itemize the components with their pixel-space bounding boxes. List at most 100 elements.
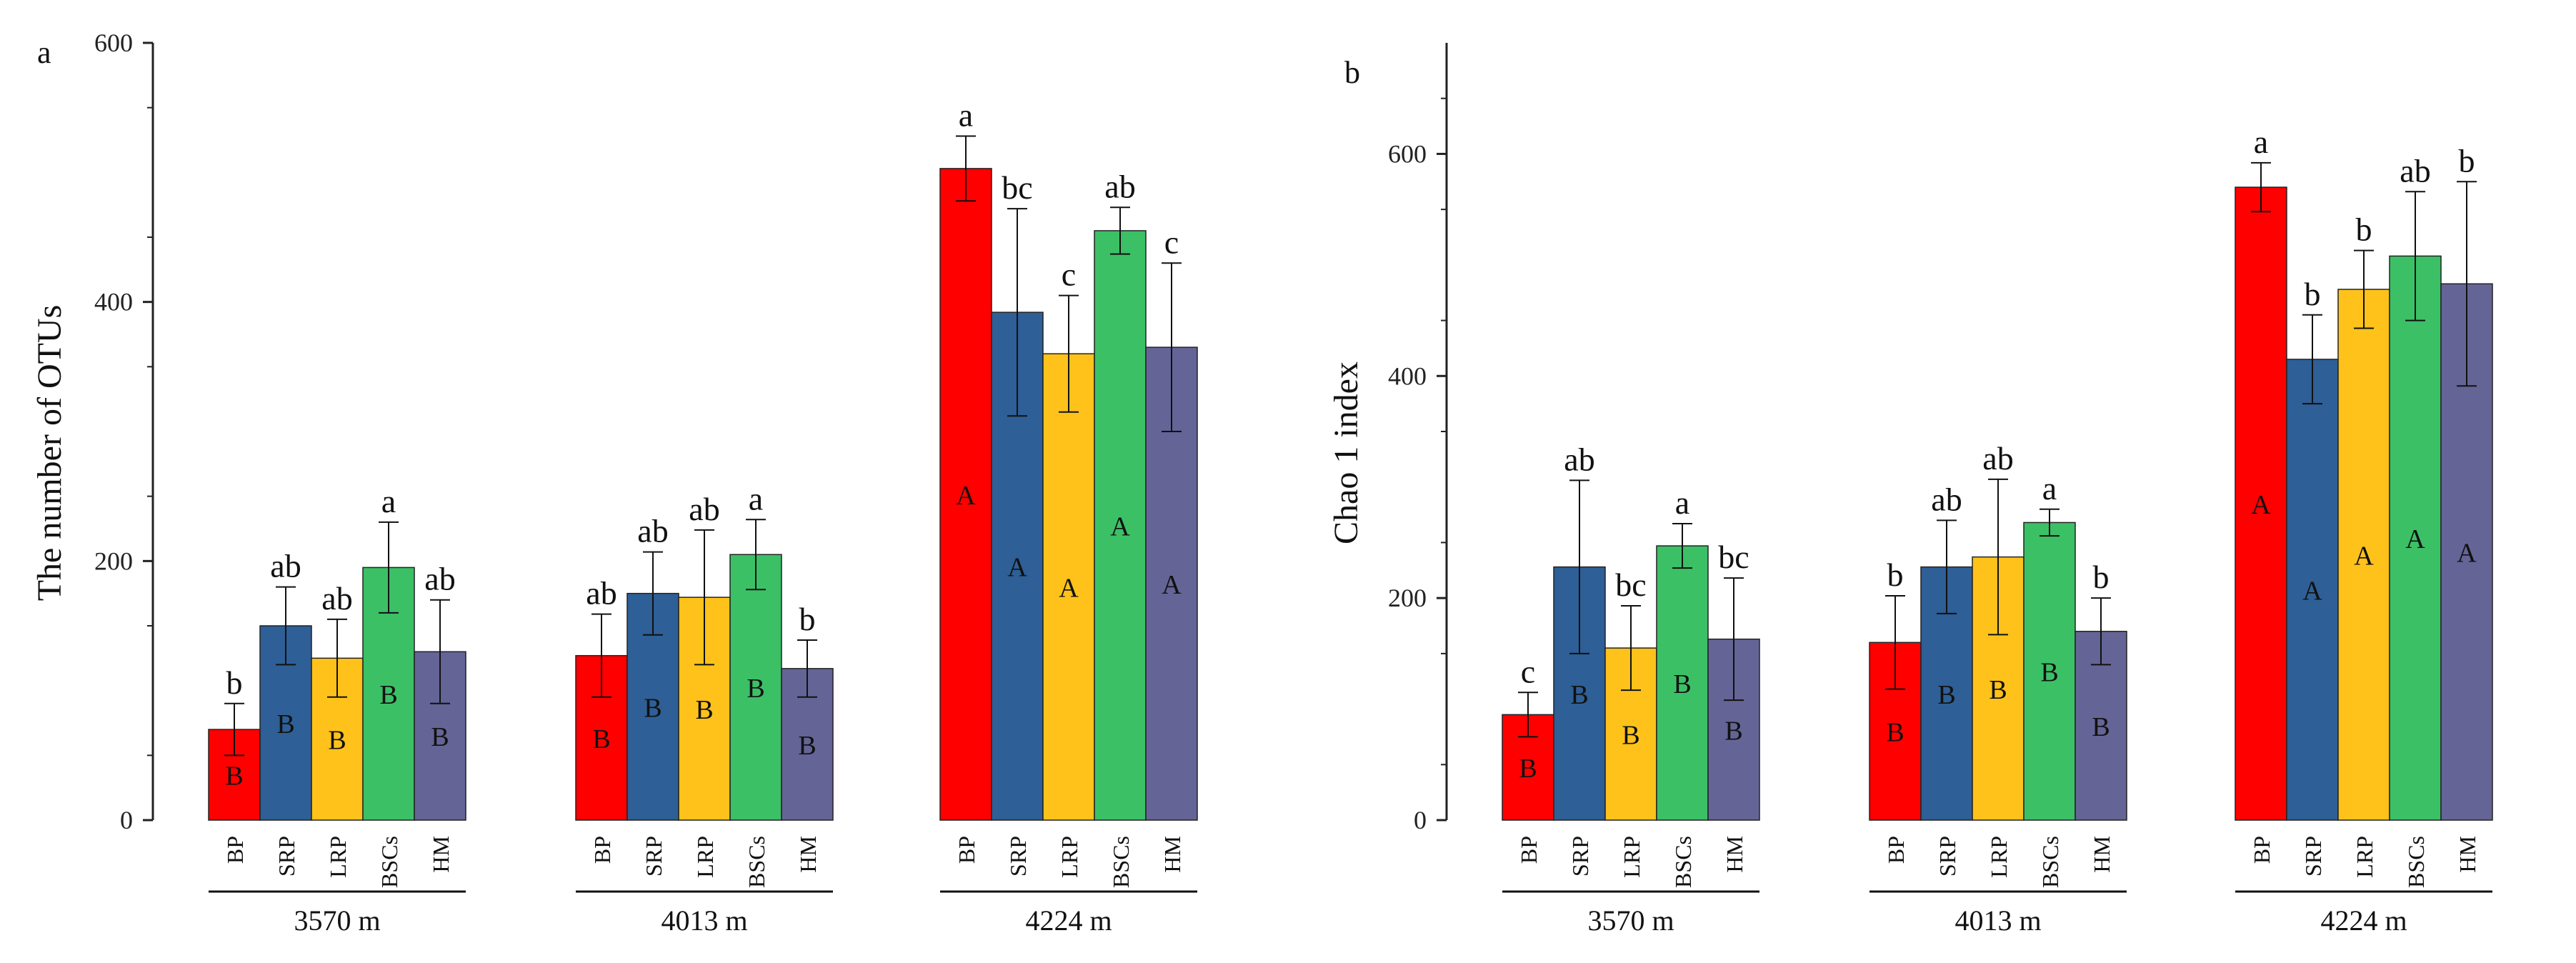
- significance-letter: a: [1675, 484, 1689, 521]
- bar-inner-letter: A: [2302, 576, 2322, 606]
- bar-inner-letter: A: [2251, 490, 2271, 520]
- significance-letter: b: [1887, 557, 1904, 593]
- y-tick-label: 600: [1388, 139, 1427, 168]
- x-category-label: HM: [428, 836, 454, 873]
- bar-inner-letter: B: [747, 674, 764, 704]
- x-category-label: BP: [222, 836, 248, 864]
- x-category-label: SRP: [1567, 836, 1593, 877]
- x-category-label: BP: [954, 836, 979, 864]
- bar-inner-letter: B: [1886, 718, 1904, 748]
- bar-srp: [2286, 359, 2339, 821]
- bar-inner-letter: B: [1519, 754, 1537, 784]
- significance-letter: bc: [1002, 169, 1032, 206]
- significance-letter: c: [1521, 653, 1535, 689]
- bar-inner-letter: B: [695, 695, 713, 725]
- panel-label: a: [37, 35, 51, 70]
- significance-letter: ab: [586, 575, 616, 612]
- significance-letter: ab: [270, 548, 301, 584]
- x-category-label: HM: [1159, 836, 1185, 873]
- significance-letter: b: [2459, 142, 2475, 179]
- y-tick-label: 200: [1388, 584, 1427, 612]
- bar-lrp: [2337, 289, 2390, 821]
- bar-bscs: [2389, 255, 2442, 821]
- significance-letter: b: [2093, 559, 2110, 595]
- x-category-label: SRP: [641, 836, 667, 877]
- x-category-label: LRP: [325, 836, 351, 878]
- significance-letter: b: [226, 664, 243, 701]
- significance-letter: bc: [1718, 539, 1749, 575]
- significance-letter: b: [2356, 211, 2372, 248]
- significance-letter: c: [1164, 224, 1179, 260]
- bar-inner-letter: A: [2457, 539, 2477, 569]
- x-category-label: HM: [1722, 836, 1747, 873]
- significance-letter: ab: [637, 513, 668, 549]
- bar-inner-letter: B: [276, 709, 294, 739]
- x-category-label: BSCs: [1108, 836, 1134, 888]
- significance-letter: a: [749, 480, 763, 517]
- bar-bp: [939, 168, 992, 821]
- significance-letter: ab: [1564, 441, 1594, 477]
- significance-letter: b: [2305, 276, 2321, 312]
- x-category-label: LRP: [2352, 836, 2377, 878]
- significance-letter: bc: [1615, 567, 1646, 603]
- bar-inner-letter: A: [2405, 524, 2425, 554]
- bar-inner-letter: B: [1989, 675, 2007, 705]
- x-category-label: BSCs: [376, 836, 402, 888]
- bar-inner-letter: B: [1724, 716, 1742, 746]
- bar-inner-letter: B: [225, 762, 243, 792]
- bar-inner-letter: A: [1110, 512, 1130, 542]
- x-category-label: SRP: [2300, 836, 2326, 877]
- y-tick-label: 0: [1414, 806, 1427, 834]
- x-category-label: BSCs: [2037, 836, 2063, 888]
- significance-letter: ab: [689, 491, 719, 527]
- bar-inner-letter: B: [1622, 721, 1639, 751]
- x-category-label: LRP: [1619, 836, 1644, 878]
- significance-letter: ab: [424, 561, 455, 597]
- x-category-label: HM: [2455, 836, 2480, 873]
- bar-inner-letter: B: [798, 731, 816, 761]
- bar-inner-letter: B: [431, 722, 449, 752]
- bar-inner-letter: B: [1570, 680, 1588, 710]
- y-axis-title: Chao 1 index: [1327, 361, 1365, 544]
- bar-inner-letter: A: [1007, 553, 1027, 583]
- bar-inner-letter: A: [1059, 574, 1079, 604]
- group-label: 3570 m: [294, 904, 380, 937]
- bar-inner-letter: B: [644, 693, 662, 723]
- x-category-label: BSCs: [744, 836, 769, 888]
- bar-inner-letter: A: [956, 481, 976, 511]
- x-category-label: SRP: [1005, 836, 1031, 877]
- x-category-label: BP: [589, 836, 615, 864]
- x-category-label: LRP: [692, 836, 718, 878]
- x-category-label: LRP: [1057, 836, 1082, 878]
- group-label: 4224 m: [1025, 904, 1112, 937]
- y-tick-label: 600: [94, 29, 133, 57]
- significance-letter: b: [799, 601, 816, 637]
- group-label: 4224 m: [2320, 904, 2407, 937]
- x-category-label: BSCs: [1670, 836, 1696, 888]
- significance-letter: c: [1062, 256, 1076, 293]
- bar-inner-letter: B: [2092, 712, 2110, 742]
- group-label: 4013 m: [1955, 904, 2041, 937]
- x-category-label: BP: [2249, 836, 2275, 864]
- bar-inner-letter: B: [1673, 669, 1691, 699]
- significance-letter: a: [2042, 470, 2057, 507]
- x-category-label: BP: [1516, 836, 1542, 864]
- x-category-label: SRP: [1935, 836, 1960, 877]
- x-category-label: BSCs: [2403, 836, 2429, 888]
- x-category-label: BP: [1883, 836, 1909, 864]
- significance-letter: a: [381, 483, 396, 519]
- significance-letter: ab: [1104, 168, 1135, 204]
- group-label: 4013 m: [661, 904, 747, 937]
- x-category-label: HM: [2089, 836, 2115, 873]
- x-category-label: LRP: [1986, 836, 2012, 878]
- bar-inner-letter: B: [592, 724, 610, 754]
- bar-inner-letter: B: [379, 680, 397, 710]
- y-tick-label: 400: [1388, 361, 1427, 390]
- significance-letter: ab: [2400, 152, 2430, 189]
- y-tick-label: 200: [94, 547, 133, 575]
- y-tick-label: 0: [120, 806, 133, 834]
- bar-inner-letter: A: [1162, 570, 1182, 600]
- significance-letter: ab: [1931, 481, 1962, 517]
